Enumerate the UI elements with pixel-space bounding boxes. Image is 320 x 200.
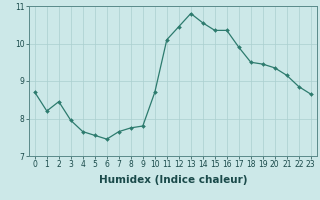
X-axis label: Humidex (Indice chaleur): Humidex (Indice chaleur) (99, 175, 247, 185)
